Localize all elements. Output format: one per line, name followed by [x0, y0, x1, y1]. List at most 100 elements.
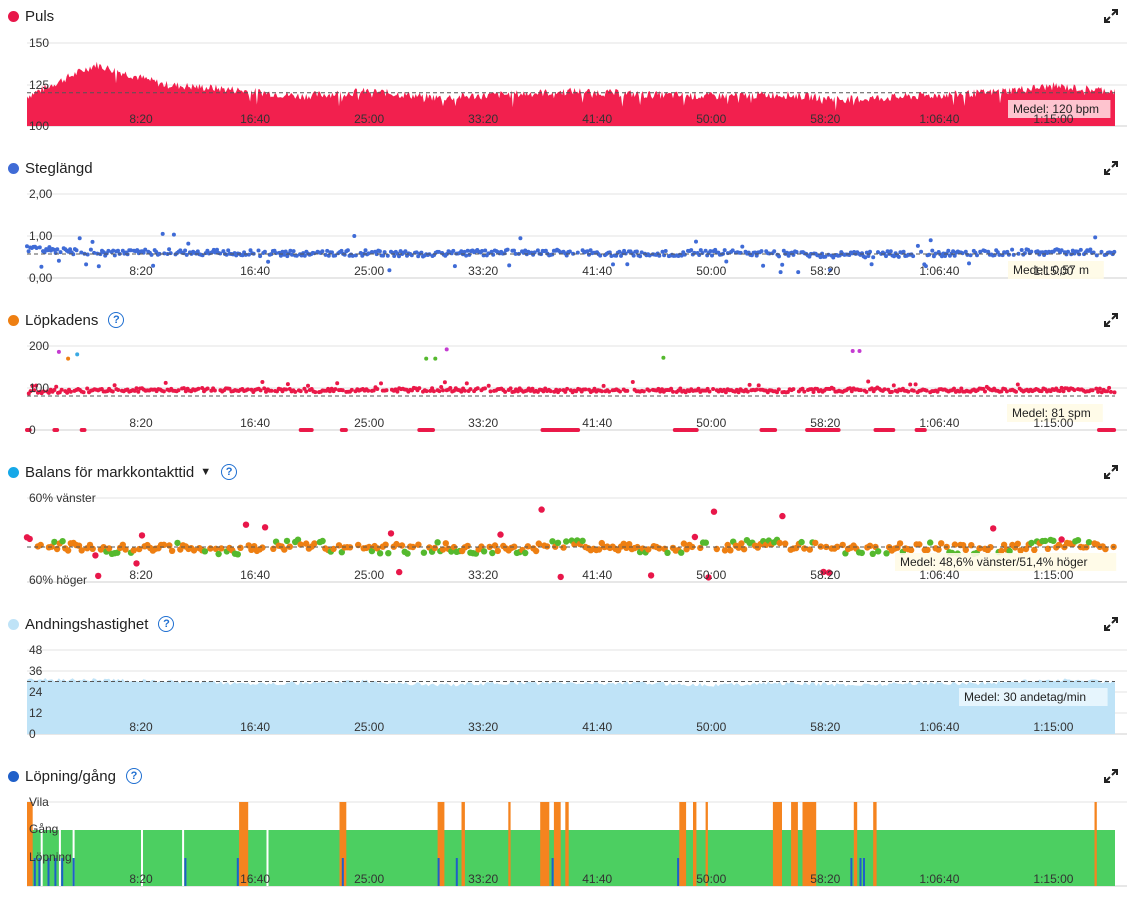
- steglangd-point: [58, 250, 63, 255]
- steglangd-point: [294, 253, 299, 258]
- lopkadens-zero-point: [27, 428, 32, 432]
- vila-segment: [540, 802, 550, 886]
- lopning-segment: [863, 858, 865, 886]
- lopkadens-zero-point: [891, 428, 896, 432]
- lopkadens-point: [284, 387, 289, 392]
- lopkadens-help-icon[interactable]: ?: [108, 312, 125, 328]
- lopning-title-text: Löpning/gång: [25, 767, 116, 785]
- lopkadens-point: [882, 387, 887, 392]
- steglangd-point: [1026, 247, 1031, 252]
- lopkadens-point: [65, 390, 70, 395]
- lopkadens-point: [503, 389, 508, 394]
- x-tick-label: 33:20: [468, 416, 498, 430]
- balans-point: [489, 549, 496, 557]
- balans-point: [1058, 536, 1065, 543]
- y-tick-label: 24: [29, 685, 43, 699]
- lopkadens-point: [747, 382, 752, 387]
- y-tick-label: 1,00: [29, 229, 53, 243]
- balans-point: [916, 541, 923, 548]
- average-label-bg-2: [1007, 404, 1103, 422]
- lopkadens-point: [736, 390, 741, 395]
- balans-point: [303, 540, 310, 547]
- lopning-title: Löpning/gång ?: [8, 766, 142, 786]
- andning-expand-icon[interactable]: [1103, 616, 1119, 632]
- x-tick-label: 58:20: [810, 112, 840, 126]
- steglangd-point: [350, 253, 355, 258]
- balans-point: [1085, 539, 1093, 546]
- x-tick-label: 1:15:00: [1033, 720, 1073, 734]
- lopkadens-expand-icon[interactable]: [1103, 312, 1119, 328]
- lopkadens-outlier-point: [56, 349, 61, 354]
- steglangd-point: [483, 248, 488, 253]
- lopning-help-icon[interactable]: ?: [125, 768, 142, 784]
- steglangd-point: [278, 253, 283, 258]
- steglangd-point: [778, 270, 783, 275]
- balans-point: [283, 537, 291, 545]
- x-tick-label: 1:15:00: [1033, 872, 1073, 886]
- lopkadens-point: [707, 389, 712, 394]
- balans-expand-icon[interactable]: [1103, 464, 1119, 480]
- lopning-expand-icon[interactable]: [1103, 768, 1119, 784]
- steglangd-point: [392, 254, 397, 258]
- steglangd-point: [791, 252, 796, 257]
- steglangd-point: [507, 263, 512, 268]
- lopkadens-point: [776, 387, 781, 392]
- x-tick-label: 33:20: [468, 112, 498, 126]
- steglangd-point: [171, 232, 176, 237]
- balans-point: [122, 546, 129, 553]
- balans-point: [924, 546, 931, 554]
- lopkadens-panel: Löpkadens ?: [0, 310, 1135, 455]
- y-tick-label: 0: [29, 727, 36, 741]
- balans-point: [779, 512, 786, 520]
- balans-point: [319, 537, 326, 545]
- lopkadens-point: [205, 386, 210, 391]
- lopkadens-point: [340, 388, 345, 393]
- steglangd-point: [639, 250, 644, 255]
- steglangd-point: [55, 247, 60, 252]
- lopkadens-point: [384, 388, 389, 393]
- balans-point: [806, 546, 813, 553]
- lopkadens-point: [483, 386, 487, 391]
- balans-help-icon[interactable]: ?: [221, 464, 238, 480]
- x-tick-label: 58:20: [810, 568, 840, 582]
- lopkadens-zero-point: [922, 428, 927, 432]
- steglangd-point: [106, 248, 111, 253]
- balans-point: [114, 549, 121, 556]
- steglangd-expand-icon[interactable]: [1103, 160, 1119, 176]
- balans-point: [281, 546, 288, 553]
- steglangd-point: [302, 253, 307, 258]
- steglangd-point: [558, 250, 563, 255]
- steglangd-point: [101, 250, 106, 255]
- steglangd-point: [1099, 249, 1104, 254]
- steglangd-point: [342, 252, 347, 257]
- vila-segment: [772, 802, 782, 886]
- balans-point: [1000, 541, 1008, 548]
- x-tick-label: 25:00: [354, 872, 384, 886]
- steglangd-point: [915, 243, 920, 248]
- vila-segment: [853, 802, 858, 886]
- steglangd-point: [1010, 247, 1015, 252]
- lopkadens-point: [858, 388, 863, 393]
- lopkadens-point: [548, 389, 553, 394]
- vila-segment: [802, 802, 817, 886]
- puls-expand-icon[interactable]: [1103, 8, 1119, 24]
- y-tick-label: 125: [29, 78, 49, 92]
- x-tick-label: 8:20: [129, 720, 153, 734]
- steglangd-point: [111, 248, 116, 253]
- steglangd-chart: Medel: 0,57 m 2,00 1,00 0,00 8:20 16:40 25:00 3…: [25, 187, 1127, 285]
- x-tick-label: 1:06:40: [919, 872, 959, 886]
- x-tick-label: 58:20: [810, 264, 840, 278]
- andning-help-icon[interactable]: ?: [158, 616, 175, 632]
- lopkadens-point: [313, 390, 318, 395]
- x-tick-label: 8:20: [129, 112, 153, 126]
- balans-point: [1031, 546, 1038, 554]
- x-tick-label: 41:40: [582, 264, 612, 278]
- steglangd-point: [863, 255, 868, 260]
- y-tick-label: 2,00: [29, 187, 53, 201]
- balans-dropdown-icon[interactable]: ▼: [200, 466, 212, 478]
- lopkadens-point: [911, 388, 916, 393]
- steglangd-point: [256, 248, 261, 253]
- balans-point: [59, 538, 66, 545]
- steglangd-point: [269, 252, 274, 257]
- andning-dot-icon: [8, 618, 19, 630]
